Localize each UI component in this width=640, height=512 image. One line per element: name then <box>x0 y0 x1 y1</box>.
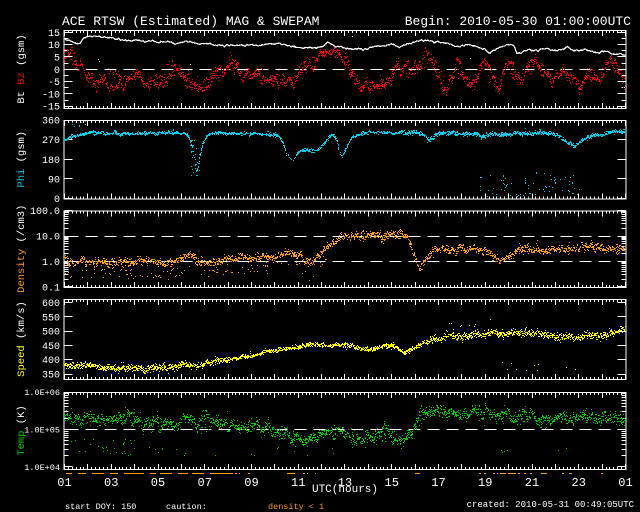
svg-text:01: 01 <box>618 476 632 490</box>
svg-text:Begin: 2010-05-30 01:00:00UTC: Begin: 2010-05-30 01:00:00UTC <box>405 14 631 29</box>
svg-text:0.1: 0.1 <box>42 284 60 295</box>
svg-text:1.0: 1.0 <box>42 258 60 269</box>
svg-text:100.0: 100.0 <box>30 207 60 218</box>
svg-text:270: 270 <box>42 136 60 147</box>
svg-text:Density (/cm3): Density (/cm3) <box>16 205 28 293</box>
svg-text:550: 550 <box>42 313 60 324</box>
svg-text:10.0: 10.0 <box>36 233 60 244</box>
svg-text:360: 360 <box>42 117 60 128</box>
svg-text:0: 0 <box>54 66 60 77</box>
svg-text:caution:: caution: <box>166 502 207 512</box>
svg-text:09: 09 <box>244 476 258 490</box>
svg-text:500: 500 <box>42 328 60 339</box>
svg-text:11: 11 <box>291 476 305 490</box>
svg-text:1.0E+06: 1.0E+06 <box>24 388 60 398</box>
svg-text:180: 180 <box>42 156 60 167</box>
svg-text:Phi (gsm): Phi (gsm) <box>16 131 28 188</box>
svg-text:-15: -15 <box>42 103 60 114</box>
svg-text:17: 17 <box>431 476 445 490</box>
svg-text:13: 13 <box>338 476 352 490</box>
svg-text:07: 07 <box>198 476 212 490</box>
svg-text:0: 0 <box>54 195 60 206</box>
svg-text:19: 19 <box>478 476 492 490</box>
svg-text:ACE RTSW (Estimated) MAG & SWE: ACE RTSW (Estimated) MAG & SWEPAM <box>62 14 319 29</box>
svg-text:1.0E+04: 1.0E+04 <box>24 463 60 473</box>
svg-text:350: 350 <box>42 371 60 382</box>
svg-text:density < 1: density < 1 <box>268 502 324 512</box>
svg-text:1.0E+05: 1.0E+05 <box>24 426 60 436</box>
svg-text:400: 400 <box>42 356 60 367</box>
svg-text:10: 10 <box>48 41 60 52</box>
svg-text:21: 21 <box>525 476 539 490</box>
svg-text:start DOY: 150: start DOY: 150 <box>65 502 136 512</box>
svg-text:03: 03 <box>104 476 118 490</box>
svg-text:05: 05 <box>151 476 165 490</box>
svg-text:Temp (K): Temp (K) <box>16 405 28 455</box>
svg-text:90: 90 <box>48 175 60 186</box>
svg-text:15: 15 <box>385 476 399 490</box>
svg-text:-5: -5 <box>48 78 60 89</box>
svg-text:23: 23 <box>572 476 586 490</box>
svg-text:5: 5 <box>54 54 60 65</box>
svg-text:15: 15 <box>48 29 60 40</box>
svg-text:created: 2010-05-31 00:49:05UT: created: 2010-05-31 00:49:05UTC <box>467 500 635 510</box>
svg-text:UTC(hours): UTC(hours) <box>312 484 378 496</box>
svg-text:Speed (km/s): Speed (km/s) <box>16 301 28 377</box>
svg-text:450: 450 <box>42 342 60 353</box>
svg-text:600: 600 <box>42 299 60 310</box>
svg-text:01: 01 <box>57 476 71 490</box>
svg-text:Bt Bz (gsm): Bt Bz (gsm) <box>16 34 28 103</box>
svg-text:-10: -10 <box>42 90 60 101</box>
